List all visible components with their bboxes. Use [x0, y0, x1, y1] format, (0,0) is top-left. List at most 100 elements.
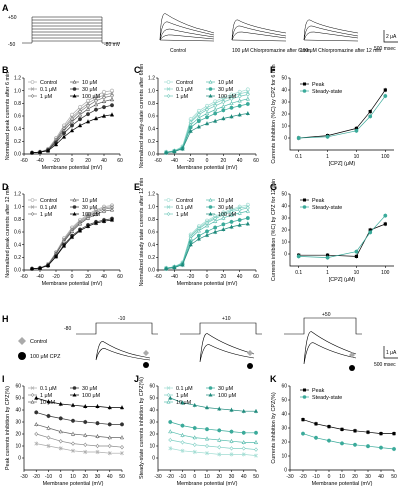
xtick-label-g-2: 10 — [354, 270, 360, 276]
point-i-0-2 — [58, 446, 63, 451]
xtick-label-j-1: -20 — [167, 474, 174, 480]
legend-marker-k-0 — [303, 388, 306, 392]
trace-label-control: Control — [170, 48, 186, 54]
xtick-label-k-5: 20 — [352, 474, 358, 480]
point-i-0-5 — [95, 450, 100, 454]
xtick-label-d-2: -20 — [52, 274, 59, 280]
xtick-label-i-2: -10 — [45, 474, 52, 480]
point-i-2-4 — [83, 432, 88, 437]
ytick-label-d-4: 0.8 — [14, 217, 21, 223]
ytick-label-i-6: 60 — [15, 384, 21, 390]
legend-label-b-4: 30 μM — [82, 87, 98, 93]
legend-label-i-2: 10 μM — [40, 400, 56, 406]
xtick-label-b-3: 0 — [71, 158, 74, 164]
xtick-label-k-3: 0 — [328, 474, 331, 480]
legend-control-label: Control — [30, 339, 47, 345]
series-line-g-0 — [298, 223, 386, 257]
chart-panel-f: 0 10 20 30 40 50 0.1 1 10 100 [CPZ] (μM) Currents i… — [271, 64, 394, 167]
point-b-5-2 — [45, 148, 51, 153]
point-c-4-6 — [213, 111, 218, 116]
h-control-marker-3 — [349, 352, 355, 358]
point-c-2-9 — [237, 94, 242, 99]
point-e-5-1 — [172, 265, 177, 270]
point-c-4-8 — [229, 105, 234, 110]
point-d-5-3 — [53, 254, 59, 259]
ylabel-i: Peak currents inhibition by CPZ(%) — [5, 386, 11, 470]
h-control-marker-1 — [143, 350, 149, 356]
h-cpz-marker-2 — [247, 363, 253, 369]
point-i-1-6 — [107, 443, 112, 449]
point-d-3-5 — [69, 229, 75, 233]
ytick-label-e-6: 1.2 — [148, 192, 155, 198]
xlabel-e: Membrane potential (mV) — [177, 281, 238, 287]
point-c-5-3 — [188, 128, 193, 133]
point-d-3-9 — [101, 208, 107, 213]
ytick-label-g-2: 20 — [281, 228, 287, 234]
point-j-2-0 — [168, 429, 173, 434]
xtick-label-c-0: -60 — [154, 158, 161, 164]
ytick-label-i-1: 10 — [15, 444, 21, 450]
point-i-3-3 — [71, 418, 75, 423]
point-e-3-7 — [221, 215, 226, 220]
point-g-1-3 — [368, 230, 373, 235]
legend-marker-j-2 — [166, 399, 171, 404]
panel-h: Control 100 μM CPZ -80 -10 +10 +50 1 μA … — [18, 312, 398, 371]
point-j-2-7 — [253, 440, 259, 444]
ytick-label-j-1: 10 — [149, 444, 155, 450]
series-line-j-0 — [170, 448, 257, 456]
point-c-3-10 — [245, 96, 250, 101]
ytick-label-k-1: 10 — [281, 454, 287, 460]
xtick-label-d-6: 60 — [117, 274, 123, 280]
ytick-label-f-5: 50 — [281, 76, 287, 82]
point-k-0-5 — [366, 430, 370, 434]
ytick-label-e-0: 0.0 — [148, 268, 155, 274]
point-k-0-3 — [340, 427, 344, 431]
legend-marker-b-3 — [72, 79, 77, 84]
xtick-label-e-4: 20 — [221, 274, 227, 280]
h-cpz-marker-3 — [349, 365, 355, 371]
point-e-4-7 — [221, 222, 226, 227]
point-j-3-5 — [229, 429, 234, 434]
trace-cpz-12min — [303, 19, 359, 42]
xtick-label-f-3: 100 — [381, 154, 390, 160]
ylabel-d: Normalized peak currents after 12 min — [5, 186, 11, 277]
xtick-label-f-2: 10 — [354, 154, 360, 160]
point-c-1-8 — [229, 94, 234, 99]
ytick-label-c-1: 0.2 — [148, 139, 155, 145]
point-b-1-7 — [86, 101, 90, 106]
point-i-3-5 — [95, 421, 100, 426]
point-k-1-3 — [340, 441, 344, 446]
legend-label-e-5: 100 μM — [218, 212, 237, 218]
series-line-j-4 — [170, 397, 256, 412]
ylabel-e: Normalized steady state currents after 1… — [139, 178, 145, 287]
legend-label-b-1: 0.1 μM — [40, 87, 57, 93]
point-j-2-3 — [204, 436, 210, 441]
protocol-v-top: +50 — [8, 15, 17, 21]
legend-label-f-1: Steady-state — [312, 89, 342, 95]
point-j-3-2 — [192, 426, 197, 430]
legend-marker-b-4 — [72, 87, 77, 91]
point-c-4-10 — [245, 102, 250, 106]
ylabel-k: Currents inhibition by CPZ(%) — [271, 392, 277, 464]
legend-marker-d-5 — [72, 211, 77, 216]
point-d-5-2 — [45, 263, 51, 268]
legend-marker-d-4 — [72, 205, 77, 209]
ytick-label-b-1: 0.2 — [14, 139, 21, 145]
ytick-label-e-5: 1.0 — [148, 204, 155, 210]
panel-letter-c: C — [134, 65, 141, 75]
legend-marker-e-2 — [166, 212, 171, 216]
legend-marker-c-5 — [208, 93, 213, 98]
xtick-label-k-0: -30 — [286, 474, 293, 480]
point-j-3-0 — [168, 420, 173, 424]
point-f-1-4 — [383, 94, 388, 98]
legend-label-c-1: 0.1 μM — [176, 87, 193, 93]
xlabel-i: Membrane potential (mV) — [43, 481, 104, 487]
point-i-0-3 — [71, 448, 75, 453]
protocol-v-hold: -80 mV — [104, 42, 121, 48]
scale-y-h: 1 μA — [386, 350, 397, 356]
point-c-5-1 — [172, 149, 177, 154]
point-i-1-7 — [119, 445, 125, 450]
point-c-3-6 — [213, 107, 218, 112]
point-i-2-7 — [119, 435, 125, 440]
